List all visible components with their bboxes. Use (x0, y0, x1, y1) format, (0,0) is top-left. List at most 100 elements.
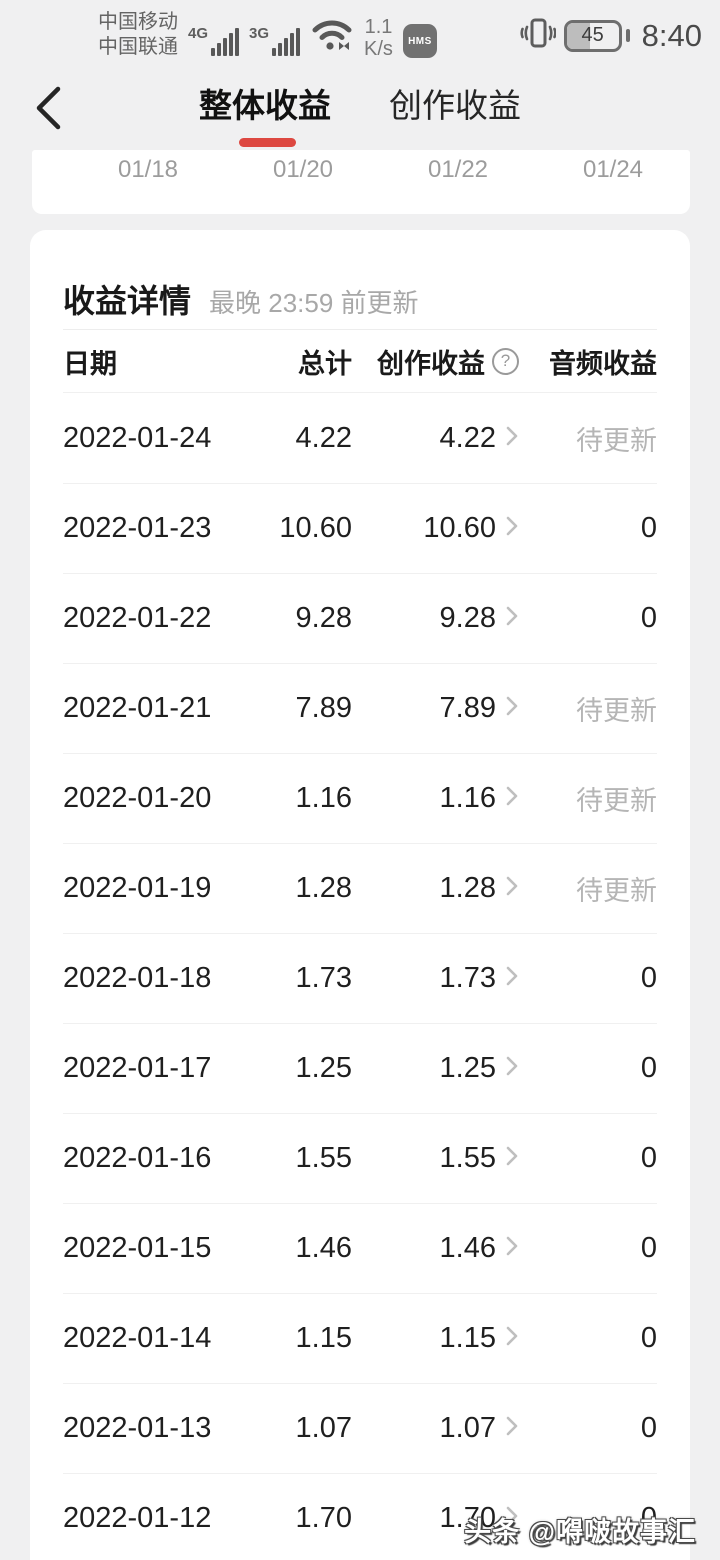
row-total: 10.60 (279, 512, 352, 544)
row-creation-value: 1.07 (439, 1412, 496, 1444)
battery-icon: 45 (563, 19, 622, 52)
watermark: 头条 @嘚啵故事汇 (464, 1517, 696, 1547)
network-type-3g: 3G (249, 25, 270, 42)
table-row[interactable]: 2022-01-19 1.28 1.28 待更新 (63, 843, 657, 933)
row-creation-cell[interactable]: 9.28 (352, 602, 519, 635)
tab-creation-earnings[interactable]: 创作收益 (389, 87, 521, 124)
row-creation-cell[interactable]: 1.55 (352, 1142, 519, 1175)
chevron-right-icon (505, 782, 519, 815)
table-row[interactable]: 2022-01-24 4.22 4.22 待更新 (63, 393, 657, 483)
table-row[interactable]: 2022-01-15 1.46 1.46 0 (63, 1203, 657, 1293)
row-date: 2022-01-19 (63, 872, 212, 904)
row-creation-cell[interactable]: 4.22 (352, 422, 519, 455)
row-creation-cell[interactable]: 7.89 (352, 692, 519, 725)
row-creation-value: 9.28 (439, 602, 496, 634)
row-creation-value: 1.46 (439, 1232, 496, 1264)
nav-bar: 整体收益 创作收益 (0, 72, 720, 148)
column-header-creation: 创作收益 ? (352, 342, 519, 381)
back-button[interactable] (24, 82, 72, 138)
column-header-date: 日期 (63, 348, 117, 379)
chevron-right-icon (505, 1232, 519, 1265)
status-time: 8:40 (641, 17, 702, 53)
table-row[interactable]: 2022-01-16 1.55 1.55 0 (63, 1113, 657, 1203)
battery-fill (566, 22, 591, 49)
row-date: 2022-01-12 (63, 1502, 212, 1534)
row-total: 1.07 (295, 1412, 352, 1444)
row-creation-cell[interactable]: 10.60 (352, 512, 519, 545)
row-total: 1.73 (295, 962, 352, 994)
table-row[interactable]: 2022-01-21 7.89 7.89 待更新 (63, 663, 657, 753)
chart-axis-strip: 01/18 01/20 01/22 01/24 (32, 150, 690, 214)
chevron-right-icon (505, 962, 519, 995)
row-date: 2022-01-14 (63, 1322, 212, 1354)
row-audio-value: 0 (640, 602, 657, 634)
speed-unit: K/s (364, 38, 393, 60)
row-creation-cell[interactable]: 1.46 (352, 1232, 519, 1265)
tab-overall-earnings[interactable]: 整体收益 (199, 87, 331, 124)
row-date: 2022-01-15 (63, 1232, 212, 1264)
row-creation-cell[interactable]: 1.28 (352, 872, 519, 905)
row-creation-value: 1.16 (439, 782, 496, 814)
status-right-cluster: 45 8:40 (520, 14, 702, 57)
row-total: 7.89 (295, 692, 352, 724)
table-row[interactable]: 2022-01-17 1.25 1.25 0 (63, 1023, 657, 1113)
axis-tick-label: 01/20 (272, 156, 334, 183)
signal-group-2: 3G (249, 25, 301, 56)
row-total: 4.22 (295, 421, 352, 454)
row-total: 1.15 (295, 1322, 352, 1354)
row-audio-value: 待更新 (576, 876, 657, 906)
row-creation-value: 7.89 (439, 692, 496, 724)
table-header-row: 日期 总计 创作收益 ? 音频收益 (63, 329, 657, 393)
hms-badge-icon: HMS (402, 24, 437, 58)
help-icon[interactable]: ? (492, 347, 519, 375)
row-audio-value: 0 (640, 1412, 657, 1444)
row-audio-value: 待更新 (576, 425, 657, 456)
row-audio-value: 0 (640, 1322, 657, 1354)
row-creation-value: 4.22 (439, 421, 496, 454)
row-audio-value: 待更新 (576, 786, 657, 816)
row-date: 2022-01-21 (63, 692, 212, 724)
row-creation-value: 1.55 (439, 1142, 496, 1174)
table-row[interactable]: 2022-01-20 1.16 1.16 待更新 (63, 753, 657, 843)
wifi-icon (310, 15, 354, 58)
earnings-detail-card: 收益详情 最晚 23:59 前更新 日期 总计 创作收益 ? 音频收益 2022… (30, 230, 690, 1560)
table-row[interactable]: 2022-01-23 10.60 10.60 0 (63, 483, 657, 573)
creation-header-label: 创作收益 (377, 348, 485, 379)
battery-terminal (625, 29, 630, 42)
axis-tick-label: 01/18 (117, 156, 179, 183)
active-tab-indicator (239, 138, 296, 147)
row-total: 1.16 (295, 782, 352, 814)
axis-tick-label: 01/22 (427, 156, 489, 183)
chevron-right-icon (505, 602, 519, 635)
table-row[interactable]: 2022-01-22 9.28 9.28 0 (63, 573, 657, 663)
chevron-right-icon (505, 422, 519, 455)
chevron-right-icon (505, 1142, 519, 1175)
row-creation-cell[interactable]: 1.07 (352, 1412, 519, 1445)
row-creation-cell[interactable]: 1.16 (352, 782, 519, 815)
row-date: 2022-01-20 (63, 782, 212, 814)
row-creation-value: 1.15 (439, 1322, 496, 1354)
row-date: 2022-01-24 (63, 421, 212, 454)
row-total: 1.28 (295, 872, 352, 904)
chevron-right-icon (505, 1502, 519, 1535)
table-row[interactable]: 2022-01-12 1.70 1.70 0 (63, 1473, 657, 1560)
table-row[interactable]: 2022-01-13 1.07 1.07 0 (63, 1383, 657, 1473)
signal-group-1: 4G (188, 25, 240, 56)
network-speed: 1.1 K/s (364, 16, 393, 60)
row-date: 2022-01-22 (63, 602, 212, 634)
chevron-left-icon (33, 85, 63, 136)
row-creation-value: 10.60 (423, 512, 496, 544)
card-title: 收益详情 (63, 283, 192, 319)
row-total: 1.46 (295, 1232, 352, 1264)
vibrate-icon (520, 14, 557, 57)
update-note: 最晚 23:59 前更新 (209, 288, 419, 318)
table-row[interactable]: 2022-01-14 1.15 1.15 0 (63, 1293, 657, 1383)
carrier-2: 中国联通 (98, 36, 178, 58)
table-row[interactable]: 2022-01-18 1.73 1.73 0 (63, 933, 657, 1023)
row-creation-cell[interactable]: 1.73 (352, 962, 519, 995)
row-creation-cell[interactable]: 1.25 (352, 1052, 519, 1085)
row-creation-cell[interactable]: 1.70 (352, 1502, 519, 1535)
row-audio-value: 0 (640, 512, 657, 544)
row-creation-cell[interactable]: 1.15 (352, 1322, 519, 1355)
